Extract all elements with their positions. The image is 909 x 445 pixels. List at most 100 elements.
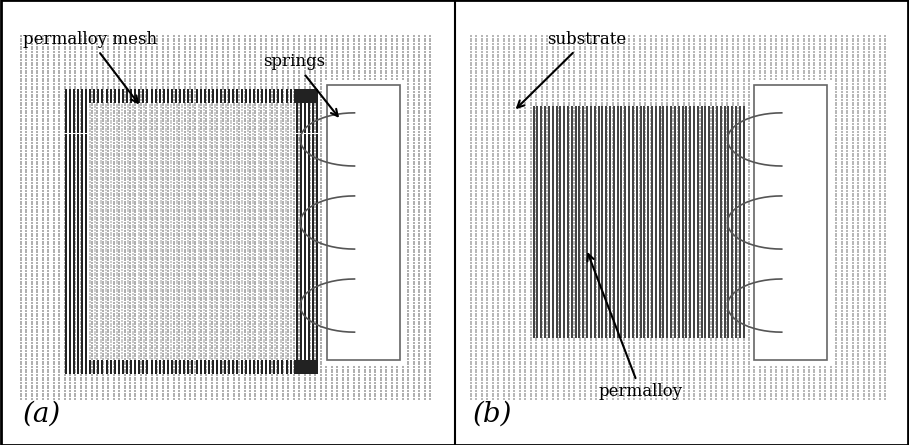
Point bbox=[230, 264, 245, 271]
Point bbox=[818, 243, 833, 251]
Point bbox=[758, 163, 773, 170]
Point bbox=[780, 185, 794, 192]
Point bbox=[724, 289, 739, 296]
Point bbox=[591, 134, 605, 141]
Point bbox=[600, 179, 614, 186]
Point bbox=[150, 89, 165, 96]
Point bbox=[303, 332, 317, 339]
Point bbox=[605, 195, 620, 202]
Point bbox=[599, 285, 614, 292]
Point bbox=[845, 299, 860, 307]
Point bbox=[614, 141, 629, 148]
Point bbox=[248, 217, 263, 224]
Point bbox=[589, 364, 604, 371]
Point bbox=[132, 186, 146, 194]
Point bbox=[126, 152, 141, 159]
Point bbox=[166, 155, 181, 162]
Point bbox=[385, 324, 399, 331]
Point bbox=[638, 281, 653, 288]
Point bbox=[292, 348, 306, 355]
Point bbox=[698, 158, 713, 165]
Point bbox=[210, 305, 225, 312]
Point bbox=[618, 188, 633, 195]
Point bbox=[310, 261, 325, 268]
Point bbox=[208, 283, 223, 290]
Point bbox=[214, 101, 228, 108]
Point bbox=[279, 245, 294, 252]
Point bbox=[725, 40, 740, 48]
Point bbox=[175, 109, 190, 116]
Point bbox=[101, 201, 115, 208]
Point bbox=[19, 340, 34, 347]
Point bbox=[603, 298, 617, 305]
Point bbox=[197, 333, 212, 340]
Point bbox=[856, 99, 871, 106]
Point bbox=[137, 160, 152, 167]
Point bbox=[584, 353, 598, 360]
Point bbox=[221, 49, 235, 56]
Point bbox=[605, 123, 620, 130]
Point bbox=[704, 193, 718, 200]
Point bbox=[363, 182, 377, 189]
Point bbox=[302, 131, 316, 138]
Point bbox=[132, 363, 146, 370]
Point bbox=[634, 251, 648, 259]
Point bbox=[625, 115, 640, 122]
Point bbox=[676, 153, 691, 160]
Point bbox=[698, 115, 713, 122]
Point bbox=[126, 315, 141, 322]
Point bbox=[502, 193, 516, 200]
Point bbox=[725, 302, 740, 309]
Point bbox=[115, 363, 130, 370]
Point bbox=[545, 262, 560, 269]
Point bbox=[594, 388, 609, 395]
Point bbox=[79, 361, 94, 368]
Point bbox=[807, 275, 822, 283]
Point bbox=[675, 309, 690, 316]
Point bbox=[747, 251, 762, 259]
Point bbox=[35, 43, 50, 50]
Point bbox=[101, 353, 115, 360]
Point bbox=[675, 311, 690, 318]
Point bbox=[578, 265, 593, 272]
Point bbox=[123, 278, 137, 285]
Point bbox=[308, 364, 323, 371]
Point bbox=[679, 214, 694, 221]
Point bbox=[580, 147, 594, 154]
Point bbox=[68, 316, 83, 323]
Point bbox=[633, 206, 647, 213]
Point bbox=[551, 294, 565, 301]
Point bbox=[649, 225, 664, 232]
Point bbox=[30, 32, 45, 40]
Point bbox=[66, 171, 81, 178]
Point bbox=[629, 169, 644, 176]
Point bbox=[529, 324, 544, 331]
Point bbox=[605, 32, 620, 40]
Point bbox=[474, 217, 489, 224]
Point bbox=[401, 126, 415, 133]
Point bbox=[226, 107, 241, 114]
Point bbox=[246, 293, 261, 300]
Point bbox=[210, 321, 225, 328]
Point bbox=[549, 121, 564, 128]
Point bbox=[702, 332, 716, 339]
Point bbox=[74, 102, 88, 109]
Point bbox=[594, 337, 609, 344]
Point bbox=[791, 291, 805, 299]
Point bbox=[35, 294, 50, 301]
Point bbox=[161, 97, 175, 104]
Point bbox=[747, 75, 762, 82]
Point bbox=[335, 35, 350, 42]
Point bbox=[591, 169, 605, 176]
Point bbox=[725, 203, 740, 210]
Point bbox=[66, 155, 81, 162]
Point bbox=[275, 129, 290, 136]
Point bbox=[553, 296, 567, 303]
Point bbox=[672, 276, 686, 283]
Point bbox=[829, 62, 844, 69]
Point bbox=[862, 107, 876, 114]
Point bbox=[694, 108, 709, 115]
Point bbox=[390, 225, 405, 232]
Point bbox=[79, 278, 94, 285]
Point bbox=[851, 177, 865, 184]
